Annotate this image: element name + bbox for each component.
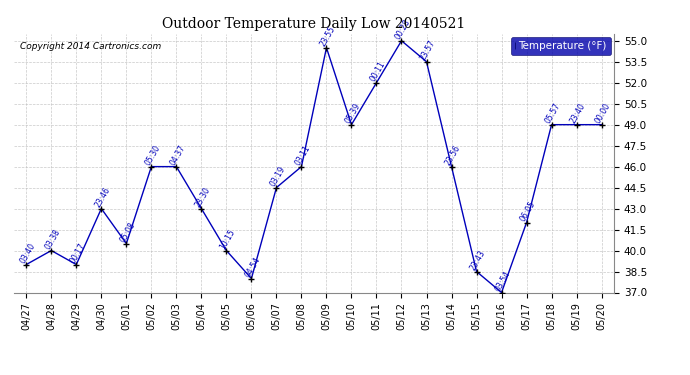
Text: 23:30: 23:30: [194, 185, 213, 209]
Text: 23:56: 23:56: [444, 143, 462, 166]
Text: 04:37: 04:37: [168, 143, 188, 166]
Text: 00:00: 00:00: [594, 101, 613, 124]
Text: 23:46: 23:46: [94, 185, 112, 209]
Text: 23:40: 23:40: [569, 101, 587, 124]
Text: 05:30: 05:30: [144, 143, 162, 166]
Text: 00:28: 00:28: [394, 17, 413, 41]
Text: 06:05: 06:05: [519, 199, 538, 223]
Text: 10:15: 10:15: [219, 227, 237, 251]
Title: Outdoor Temperature Daily Low 20140521: Outdoor Temperature Daily Low 20140521: [162, 17, 466, 31]
Legend: Temperature (°F): Temperature (°F): [511, 37, 611, 55]
Text: 03:38: 03:38: [43, 227, 62, 251]
Text: 05:08: 05:08: [119, 220, 137, 243]
Text: 23:55: 23:55: [319, 24, 337, 48]
Text: 00:11: 00:11: [368, 59, 387, 83]
Text: 23:57: 23:57: [419, 38, 437, 62]
Text: 05:57: 05:57: [544, 101, 562, 124]
Text: 05:39: 05:39: [344, 101, 362, 124]
Text: 04:54: 04:54: [244, 255, 262, 279]
Text: 03:19: 03:19: [268, 164, 287, 188]
Text: 23:43: 23:43: [469, 248, 487, 272]
Text: 03:11: 03:11: [294, 143, 313, 166]
Text: Copyright 2014 Cartronics.com: Copyright 2014 Cartronics.com: [20, 42, 161, 51]
Text: 00:17: 00:17: [68, 241, 87, 264]
Text: 03:54: 03:54: [494, 269, 513, 292]
Text: 03:40: 03:40: [19, 241, 37, 264]
